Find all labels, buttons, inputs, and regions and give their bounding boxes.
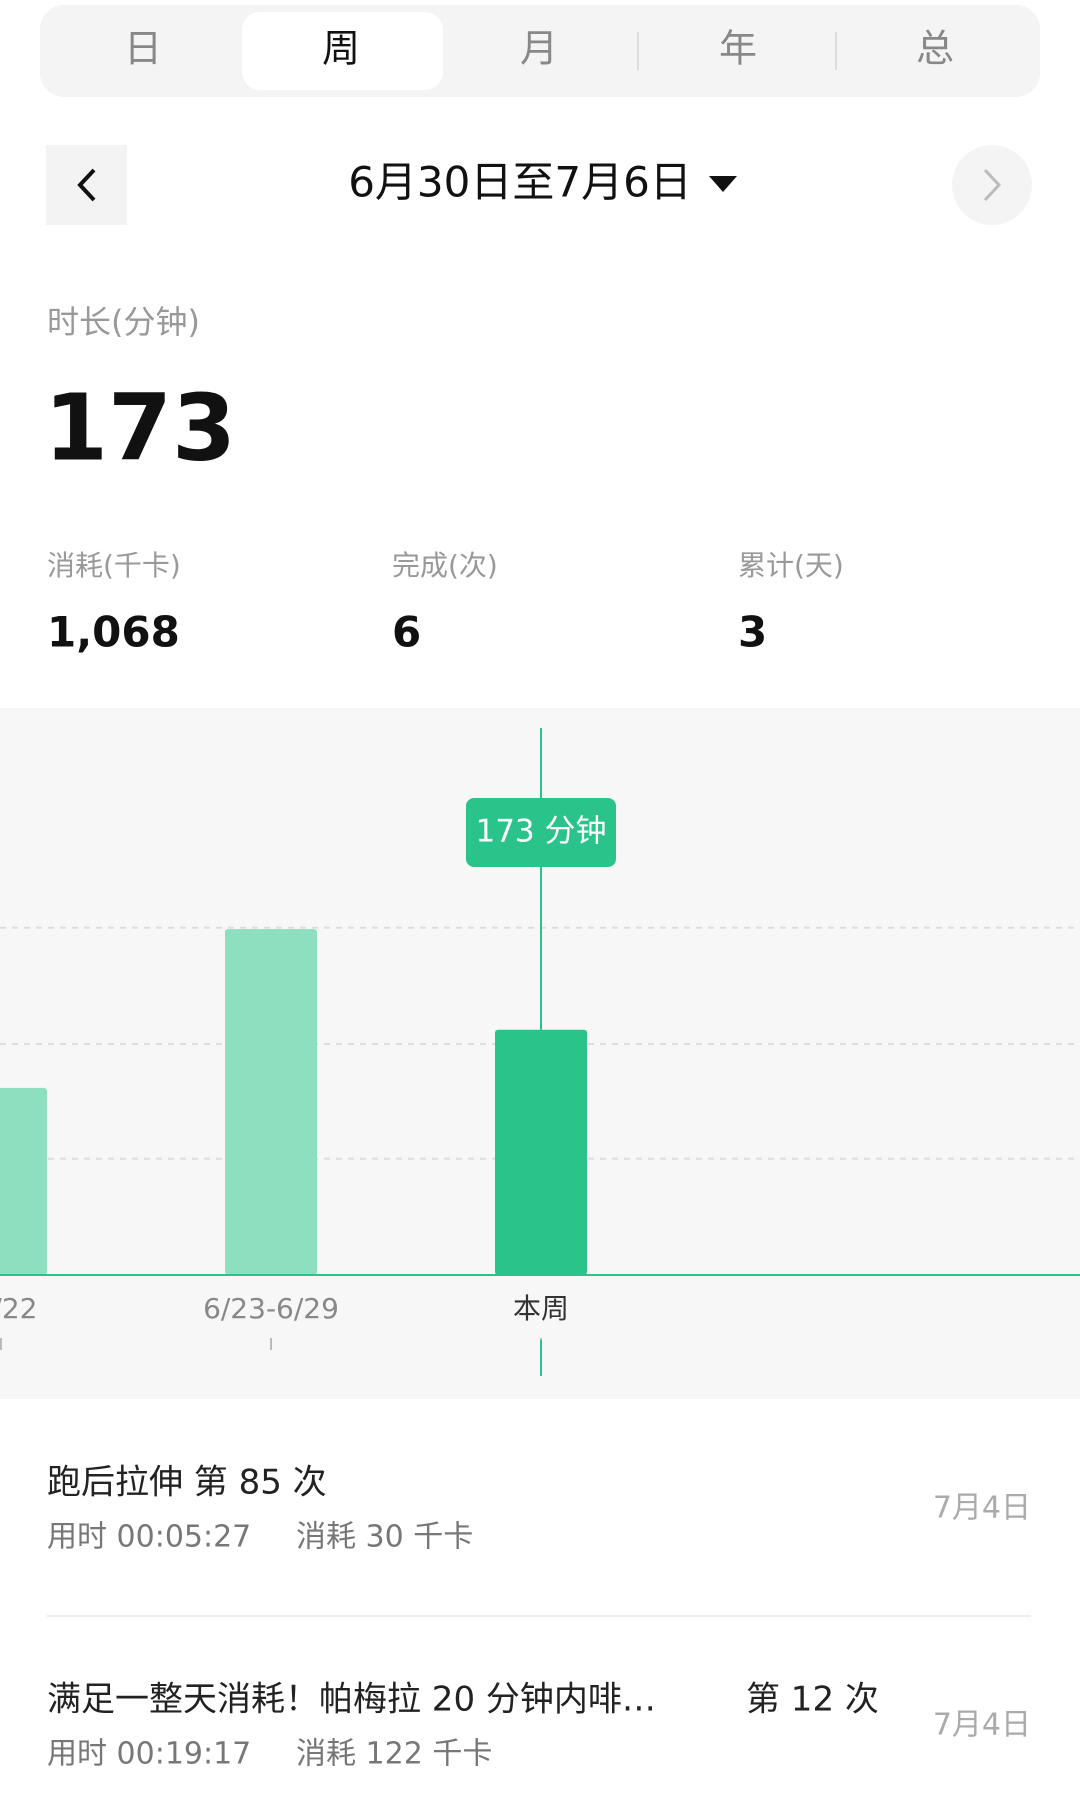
- record-title: 满足一整天消耗！帕梅拉 20 分钟内啡…: [47, 1680, 656, 1720]
- summary-value: 173: [44, 374, 236, 481]
- prev-icon: [77, 168, 96, 202]
- x-tick-label: 6/23-6/29: [203, 1292, 339, 1325]
- record-title: 跑后拉伸 第 85 次: [47, 1463, 327, 1503]
- dropdown-icon: [709, 176, 737, 192]
- stat-label: 完成(次): [392, 549, 498, 582]
- tab[interactable]: 月: [520, 27, 558, 71]
- stat-label: 消耗(千卡): [47, 549, 181, 582]
- bar: [225, 929, 317, 1275]
- tab[interactable]: 周: [322, 27, 360, 71]
- stat-label: 累计(天): [738, 549, 844, 582]
- next-button[interactable]: [952, 145, 1032, 225]
- record-duration: 用时 00:05:27: [47, 1520, 251, 1555]
- record-count: 第 12 次: [746, 1680, 879, 1720]
- tooltip-label: 173 分钟: [475, 814, 606, 850]
- x-tick-label: 本周: [513, 1292, 569, 1325]
- stat-value: 3: [738, 608, 767, 657]
- tooltip: [466, 798, 616, 867]
- date-range[interactable]: 6月30日至7月6日: [348, 158, 692, 207]
- summary-label: 时长(分钟): [47, 303, 200, 341]
- record-duration: 用时 00:19:17: [47, 1737, 251, 1772]
- record-date: 7月4日: [933, 1708, 1031, 1743]
- record-calories: 消耗 122 千卡: [296, 1737, 492, 1772]
- record-calories: 消耗 30 千卡: [296, 1520, 473, 1555]
- tab[interactable]: 日: [124, 27, 162, 71]
- bar: [495, 1029, 587, 1275]
- tab-selected-bg: [242, 12, 443, 90]
- record-date: 7月4日: [933, 1491, 1031, 1526]
- stat-value: 6: [392, 608, 421, 657]
- prev-button[interactable]: [46, 145, 127, 225]
- tab[interactable]: 年: [719, 27, 757, 71]
- bar: [0, 1087, 47, 1275]
- tab[interactable]: 总: [916, 27, 954, 71]
- stat-value: 1,068: [47, 608, 180, 657]
- next-icon: [983, 168, 1002, 202]
- x-tick-label: -6/22: [0, 1292, 37, 1325]
